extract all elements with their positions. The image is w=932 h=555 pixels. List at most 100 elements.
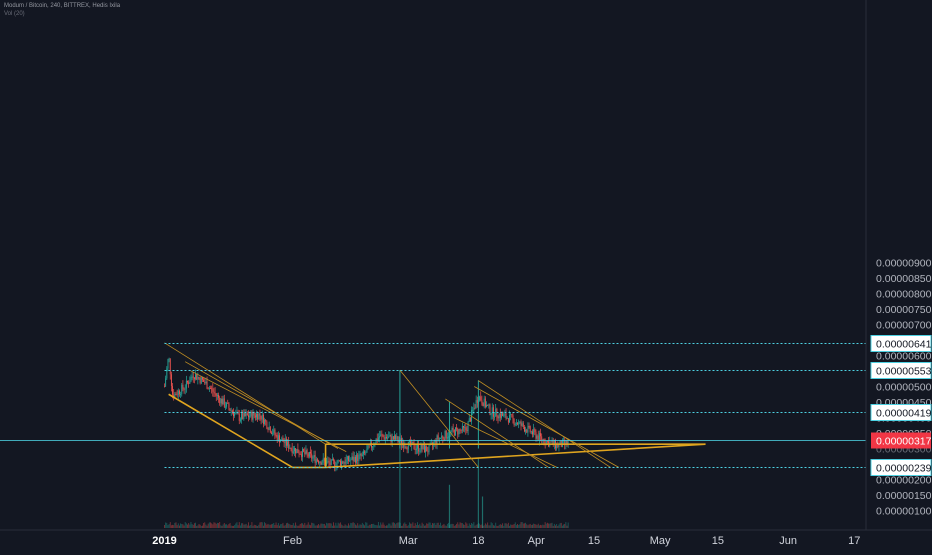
volume-bar	[403, 523, 405, 528]
volume-bar	[248, 522, 249, 528]
volume-bar	[384, 526, 386, 528]
candle-body	[536, 435, 538, 439]
candle-body	[469, 418, 471, 422]
volume-bar	[326, 522, 328, 528]
volume-bar	[253, 524, 255, 528]
volume-bar	[388, 523, 390, 528]
candle-body	[308, 451, 310, 457]
volume-bar	[413, 525, 415, 528]
time-axis[interactable]: 2019 Feb Mar 18 Apr 15 May 15 Jun 17	[152, 535, 860, 547]
volume-bar	[319, 525, 321, 528]
candle-body	[412, 441, 414, 444]
volume-bar	[313, 523, 315, 528]
candle-body	[227, 402, 229, 404]
volume-bar	[437, 522, 439, 528]
time-tick-label: Mar	[399, 535, 418, 547]
candle-body	[488, 404, 490, 406]
volume-bar	[506, 524, 508, 528]
volume-bar	[177, 523, 179, 528]
candle-body	[346, 456, 348, 460]
candle-body	[453, 429, 455, 436]
volume-bar	[304, 522, 306, 528]
volume-bar	[227, 525, 229, 528]
volume-bar	[392, 522, 394, 528]
candle-body	[166, 368, 168, 379]
volume-bar	[344, 524, 346, 528]
price-tick-label: 0.00000800	[876, 289, 932, 301]
volume-bar	[211, 523, 213, 528]
candle-body	[241, 413, 242, 420]
volume-bar	[371, 524, 372, 528]
candle-body	[551, 440, 553, 442]
volume-bar	[225, 524, 226, 528]
volume-bar	[345, 525, 347, 528]
volume-bar	[460, 522, 462, 528]
candle-body	[356, 454, 357, 463]
drawings-layer[interactable]	[164, 342, 706, 469]
candle-body	[517, 423, 518, 425]
volume-bar	[428, 522, 430, 528]
candle-body	[375, 438, 377, 444]
candle-body	[275, 435, 277, 436]
candle-body	[260, 415, 262, 420]
volume-bar	[312, 523, 314, 528]
candle-body	[164, 386, 165, 388]
price-tick-label: 0.00000200	[876, 475, 932, 487]
candle-body	[170, 374, 172, 386]
candle-body	[334, 460, 336, 467]
volume-bar	[556, 524, 558, 528]
volume-bar	[244, 524, 246, 528]
levels-layer[interactable]	[0, 343, 866, 468]
channel-line	[399, 369, 479, 468]
candle-body	[246, 413, 248, 416]
volume-bar	[512, 524, 514, 528]
volume-bar	[338, 523, 340, 528]
level-price-tag	[870, 362, 932, 379]
candle-body	[400, 438, 402, 445]
volume-bar	[302, 523, 303, 528]
candle-body	[491, 407, 493, 415]
candle-body	[242, 413, 244, 419]
volume-bar	[425, 525, 426, 528]
candle-body	[371, 442, 372, 448]
candle-body	[321, 462, 323, 465]
candle-body	[418, 444, 420, 452]
last-price-tag	[871, 432, 931, 449]
volume-bar	[538, 525, 540, 528]
candle-body	[422, 445, 424, 450]
candle-body	[389, 435, 391, 437]
time-tick-label: 17	[848, 535, 860, 547]
volume-bar	[212, 524, 214, 528]
candle-body	[165, 378, 167, 387]
volume-bar	[285, 523, 287, 528]
volume-bar	[321, 523, 323, 528]
volume-bar	[381, 524, 383, 528]
volume-bar	[359, 524, 361, 528]
candle-body	[221, 398, 223, 405]
volume-bar	[463, 524, 464, 528]
volume-bar	[336, 525, 338, 528]
volume-bar	[499, 524, 501, 528]
candle-body	[542, 439, 544, 440]
candle-body	[203, 379, 205, 382]
volume-bar	[226, 524, 228, 528]
candle-body	[304, 451, 306, 454]
candle-body	[509, 415, 510, 423]
volume-bar	[398, 522, 400, 528]
volume-bar	[182, 524, 184, 528]
candles-layer	[164, 357, 569, 472]
volume-bar	[476, 524, 478, 528]
candle-body	[515, 423, 517, 424]
candle-body	[532, 431, 533, 435]
volume-bar	[502, 523, 504, 528]
volume-bar	[442, 524, 444, 528]
volume-bar	[420, 525, 422, 528]
candle-body	[497, 416, 499, 419]
candle-body	[566, 440, 568, 445]
candle-body	[420, 444, 422, 452]
candle-body	[351, 456, 353, 460]
price-axis[interactable]: 0.00000900 0.00000850 0.00000800 0.00000750…	[876, 258, 932, 518]
candle-body	[207, 388, 209, 390]
